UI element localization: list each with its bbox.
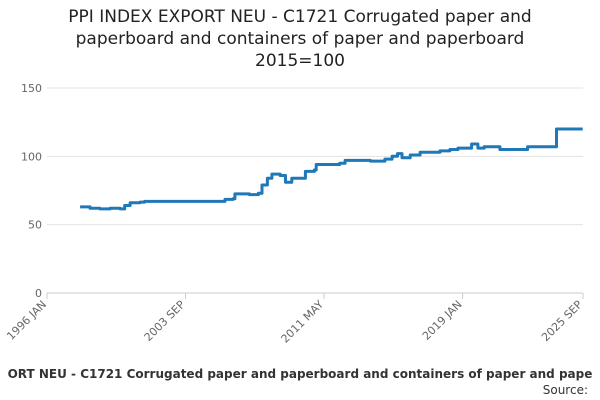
chart-title: paperboard and containers of paper and p…: [76, 29, 525, 49]
x-tick-label: 2025 SEP: [539, 298, 585, 344]
caption: ORT NEU - C1721 Corrugated paper and pap…: [8, 367, 593, 381]
chart-title: PPI INDEX EXPORT NEU - C1721 Corrugated …: [68, 7, 531, 27]
chart-title: 2015=100: [255, 51, 345, 71]
source: Source:: [543, 383, 588, 397]
y-tick-label: 150: [21, 82, 42, 95]
x-tick-label: 2011 MAY: [279, 298, 327, 346]
x-tick-label: 2003 SEP: [142, 298, 188, 344]
line-series: [80, 127, 583, 211]
x-tick-label: 2019 JAN: [420, 298, 465, 343]
y-tick-label: 100: [21, 150, 42, 163]
x-tick-label: 1996 JAN: [4, 298, 49, 343]
y-tick-label: 0: [35, 287, 42, 300]
y-tick-label: 50: [28, 219, 42, 232]
